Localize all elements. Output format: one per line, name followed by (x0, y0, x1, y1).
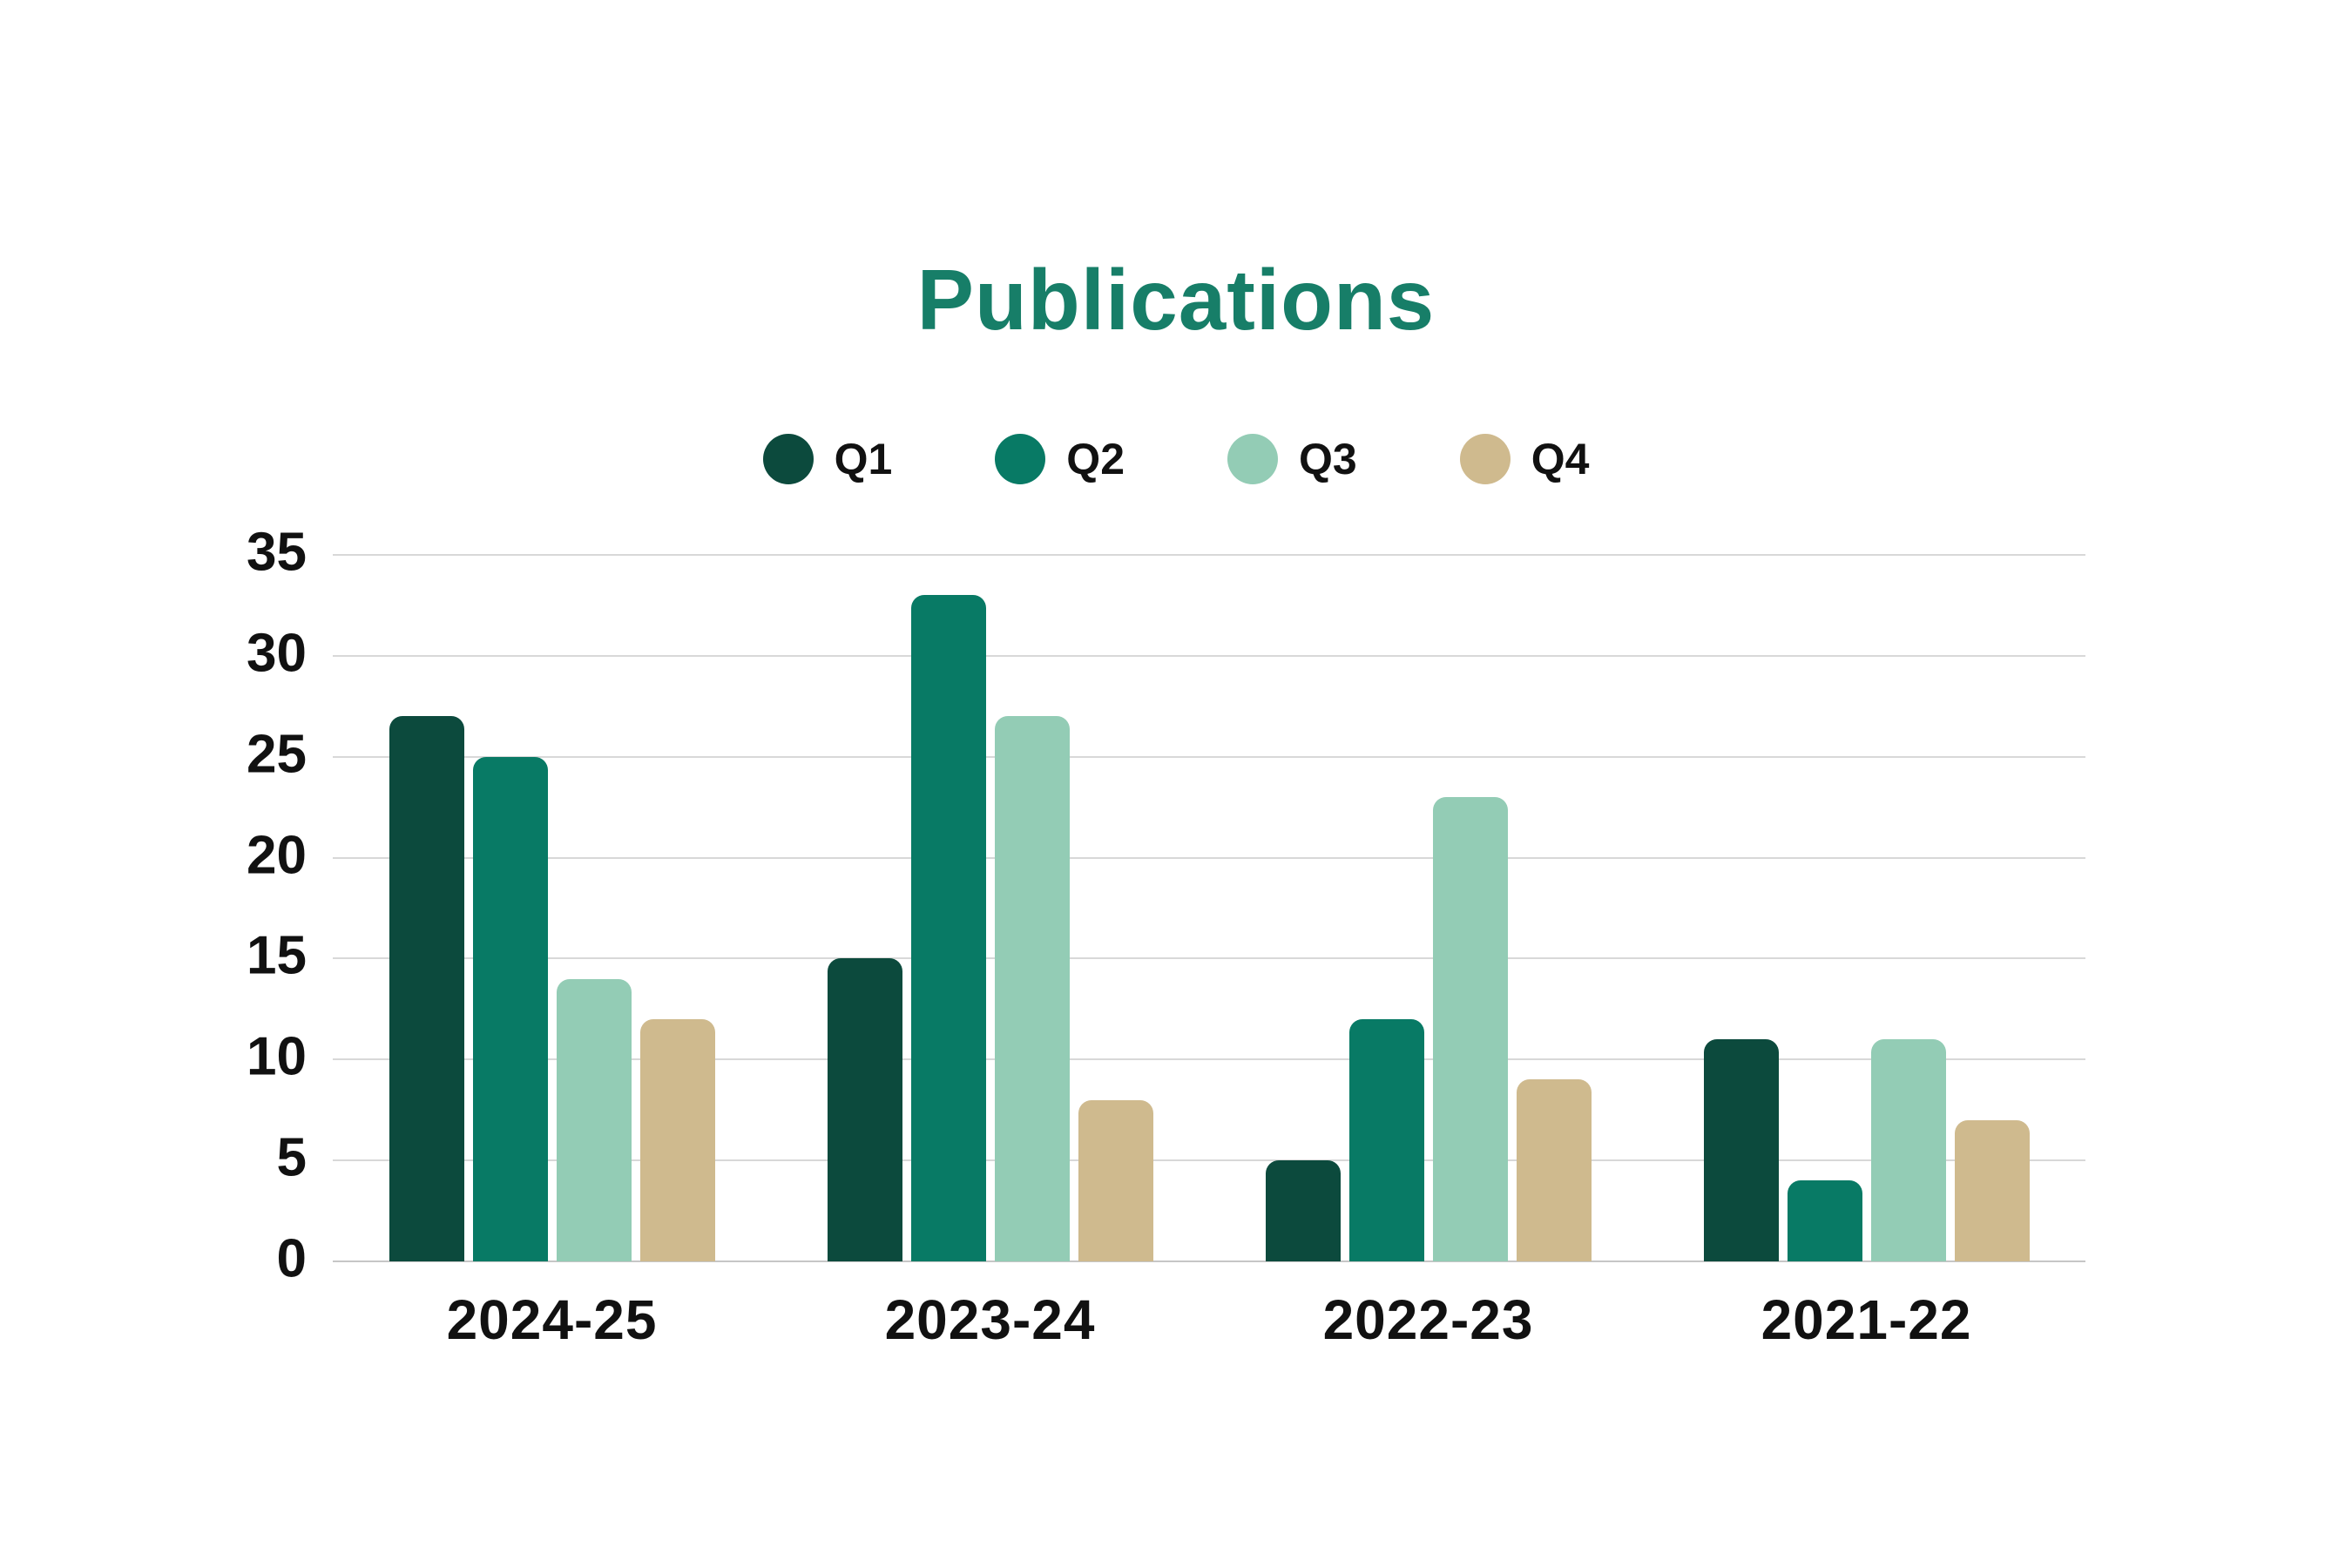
legend-label: Q3 (1299, 435, 1357, 483)
x-tick-label-2023-24: 2023-24 (884, 1288, 1096, 1351)
y-tick-label-15: 15 (247, 926, 307, 987)
legend-label: Q2 (1066, 435, 1125, 483)
x-tick-label-2022-23: 2022-23 (1322, 1288, 1534, 1351)
legend-item-Q2: Q2 (995, 434, 1125, 484)
legend-item-Q4: Q4 (1459, 434, 1590, 484)
gridline-y-35 (333, 554, 2085, 556)
chart-title: Publications (916, 252, 1436, 348)
legend-item-Q3: Q3 (1227, 434, 1357, 484)
legend-dot-Q3 (1227, 434, 1278, 484)
bar-group-2023-24 (771, 555, 1209, 1261)
bar-2021-22-Q1 (1703, 1039, 1779, 1261)
gridline-y-25 (333, 755, 2085, 758)
bar-2022-23-Q2 (1348, 1018, 1424, 1261)
bar-2021-22-Q3 (1870, 1039, 1946, 1261)
y-tick-label-10: 10 (247, 1026, 307, 1087)
y-tick-label-0: 0 (276, 1228, 307, 1289)
legend-label: Q4 (1531, 435, 1590, 483)
bar-2022-23-Q1 (1265, 1160, 1341, 1261)
gridline-y-30 (333, 654, 2085, 657)
bar-2021-22-Q4 (1954, 1119, 2030, 1261)
y-tick-label-25: 25 (247, 724, 307, 785)
x-tick-label-2021-22: 2021-22 (1761, 1288, 1972, 1351)
x-axis-baseline (333, 1260, 2085, 1262)
bar-2022-23-Q4 (1516, 1079, 1592, 1261)
plot-area: 35 30 25 20 15 10 5 0 (247, 523, 2085, 1289)
legend-item-Q1: Q1 (762, 434, 893, 484)
bar-2023-24-Q3 (994, 716, 1070, 1261)
y-tick-label-5: 5 (276, 1127, 307, 1188)
gridline-y-15 (333, 957, 2085, 960)
legend-dot-Q1 (762, 434, 814, 484)
legend-dot-Q4 (1459, 434, 1511, 484)
gridline-y-5 (333, 1159, 2085, 1162)
gridline-y-10 (333, 1058, 2085, 1061)
y-tick-label-35: 35 (247, 522, 307, 583)
bar-group-2024-25 (333, 555, 771, 1261)
bar-2024-25-Q1 (389, 716, 464, 1261)
y-tick-label-30: 30 (247, 623, 307, 684)
bar-2022-23-Q3 (1432, 797, 1508, 1261)
bar-group-2021-22 (1647, 555, 2085, 1261)
bar-2021-22-Q2 (1787, 1180, 1862, 1261)
legend: Q1 Q2 Q3 Q4 (0, 434, 2352, 484)
gridline-y-20 (333, 856, 2085, 859)
y-tick-label-20: 20 (247, 825, 307, 886)
bar-2024-25-Q3 (556, 978, 632, 1261)
bar-group-2022-23 (1209, 555, 1647, 1261)
x-tick-label-2024-25: 2024-25 (446, 1288, 658, 1351)
x-axis-labels: 2024-25 2023-24 2022-23 2021-22 (333, 1288, 2085, 1352)
bar-2023-24-Q2 (910, 595, 986, 1261)
bar-2023-24-Q1 (827, 958, 902, 1261)
bar-2023-24-Q4 (1078, 1099, 1153, 1261)
bar-groups (333, 555, 2085, 1261)
legend-label: Q1 (834, 435, 893, 483)
bar-2024-25-Q2 (472, 756, 548, 1261)
legend-dot-Q2 (995, 434, 1046, 484)
bar-2024-25-Q4 (639, 1018, 715, 1261)
